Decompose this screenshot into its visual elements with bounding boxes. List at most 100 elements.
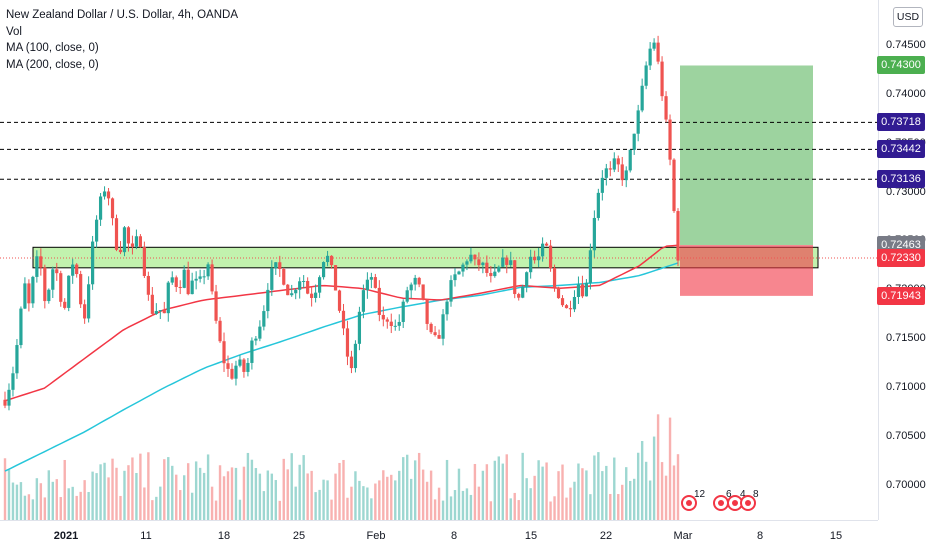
volume-bar [664, 475, 668, 520]
price-tick-label: 0.73000 [886, 185, 926, 198]
volume-bar [358, 480, 361, 520]
volume-bar [656, 414, 660, 520]
volume-bar [83, 480, 86, 520]
candle-body [325, 255, 330, 263]
candle-body [242, 359, 246, 372]
volume-bar [338, 462, 341, 520]
candle-body [608, 168, 612, 170]
volume-bar [617, 494, 620, 520]
volume-bar [489, 501, 493, 520]
event-flag-dot [732, 500, 738, 506]
candle-body [513, 260, 517, 295]
volume-bar [609, 493, 612, 520]
candle-body [174, 277, 178, 287]
volume-bar [453, 490, 457, 520]
volume-bar [425, 481, 429, 520]
candle-body [652, 42, 656, 49]
candle-body [79, 274, 83, 305]
candle-body [517, 294, 521, 298]
volume-bar [274, 480, 277, 520]
candle-body [190, 280, 194, 295]
volume-bar [521, 452, 524, 520]
ma200-indicator-label[interactable]: MA (200, close, 0) [6, 58, 99, 71]
date-tick-label: 2021 [53, 530, 79, 542]
volume-bar [417, 452, 421, 520]
candle-body [660, 61, 664, 97]
volume-bar [175, 474, 178, 520]
candle-body [373, 277, 377, 288]
volume-bar [593, 455, 596, 520]
price-label-badge: 0.73442 [877, 140, 925, 159]
candle-body [122, 227, 127, 253]
volume-bar [234, 467, 238, 520]
symbol-title[interactable]: New Zealand Dollar / U.S. Dollar, 4h, OA… [6, 9, 239, 21]
price-tick-label: 0.74500 [886, 38, 926, 51]
volume-bar [660, 462, 664, 520]
event-flag-dot [686, 500, 692, 506]
candle-body [106, 191, 111, 199]
candle-body [87, 284, 91, 319]
price-label-badge: 0.72330 [877, 249, 925, 268]
event-count-label: 6 [726, 489, 732, 500]
volume-bar [378, 480, 381, 520]
candle-body [298, 281, 302, 290]
volume-bar [513, 492, 516, 520]
volume-bar [354, 471, 357, 520]
volume-bar [35, 478, 39, 520]
candle-body [94, 219, 99, 242]
candle-body [584, 282, 589, 297]
candle-body [47, 289, 51, 302]
volume-bar [545, 462, 548, 520]
event-count-label: 4 [740, 489, 746, 500]
candle-body [672, 159, 676, 212]
candle-body [445, 301, 449, 315]
volume-bar [202, 472, 206, 520]
currency-button[interactable]: USD [893, 7, 923, 27]
candle-body [3, 399, 7, 406]
volume-bar [461, 490, 465, 520]
candle-body [461, 264, 465, 272]
candle-body [632, 133, 636, 150]
price-tick-label: 0.70500 [886, 429, 926, 442]
candle-body [234, 365, 238, 379]
ma100-indicator-label[interactable]: MA (100, close, 0) [6, 42, 99, 54]
time-axis-border [0, 520, 878, 521]
volume-bar [505, 454, 508, 520]
volume-bar [151, 500, 154, 520]
candle-body [146, 275, 150, 295]
date-tick-label: 18 [217, 530, 231, 542]
volume-bar [210, 486, 214, 520]
candle-body [628, 149, 632, 171]
volume-bar [298, 464, 301, 520]
volume-bar [87, 492, 90, 520]
candle-body [43, 267, 47, 302]
volume-bar [441, 500, 445, 520]
date-tick-label: Feb [366, 530, 386, 542]
volume-bar [485, 464, 489, 520]
ma100-line [4, 244, 679, 402]
volume-indicator-label[interactable]: Vol [6, 25, 22, 38]
candle-body [576, 284, 581, 297]
volume-bar [469, 494, 473, 520]
volume-bar [565, 497, 568, 520]
event-count-label: 12 [694, 489, 706, 500]
volume-bar [553, 496, 556, 520]
volume-bar [79, 491, 82, 520]
volume-bar [27, 494, 31, 520]
candle-body [676, 211, 680, 261]
date-tick-label: 22 [599, 530, 613, 542]
volume-bar [286, 469, 289, 520]
candle-body [525, 272, 529, 287]
event-flag-dot [745, 500, 751, 506]
volume-bar [258, 473, 262, 520]
candle-body [98, 196, 103, 220]
date-tick-label: 11 [140, 530, 152, 542]
candle-body [425, 299, 429, 324]
candle-body [154, 310, 158, 314]
volume-bar [525, 478, 528, 520]
volume-bar [71, 486, 74, 520]
candle-body [413, 277, 417, 285]
candle-body [521, 286, 525, 298]
